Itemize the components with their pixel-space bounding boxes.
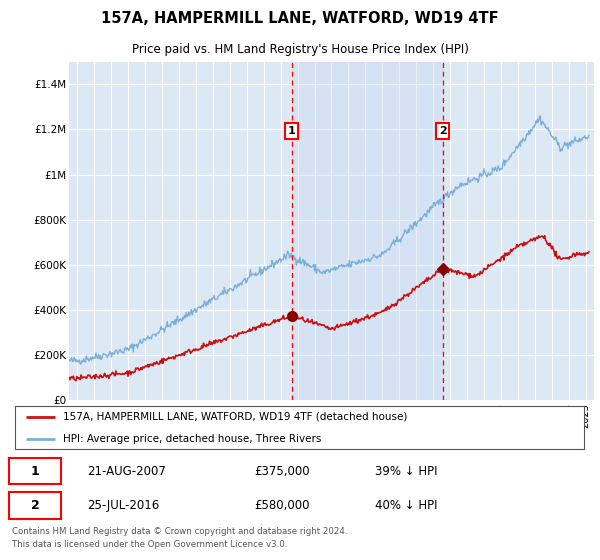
FancyBboxPatch shape [9, 492, 61, 519]
FancyBboxPatch shape [9, 458, 61, 484]
Text: 157A, HAMPERMILL LANE, WATFORD, WD19 4TF: 157A, HAMPERMILL LANE, WATFORD, WD19 4TF [101, 11, 499, 26]
Text: Contains HM Land Registry data © Crown copyright and database right 2024.
This d: Contains HM Land Registry data © Crown c… [12, 527, 347, 548]
Text: £580,000: £580,000 [254, 499, 310, 512]
Text: 1: 1 [31, 465, 40, 478]
Text: 2: 2 [31, 499, 40, 512]
Text: 157A, HAMPERMILL LANE, WATFORD, WD19 4TF (detached house): 157A, HAMPERMILL LANE, WATFORD, WD19 4TF… [62, 412, 407, 422]
Text: 40% ↓ HPI: 40% ↓ HPI [375, 499, 437, 512]
Bar [292, 62, 443, 400]
Text: 2: 2 [439, 126, 446, 136]
Text: HPI: Average price, detached house, Three Rivers: HPI: Average price, detached house, Thre… [62, 434, 321, 444]
Text: 39% ↓ HPI: 39% ↓ HPI [375, 465, 437, 478]
Text: 25-JUL-2016: 25-JUL-2016 [87, 499, 159, 512]
Text: £375,000: £375,000 [254, 465, 310, 478]
Text: Price paid vs. HM Land Registry's House Price Index (HPI): Price paid vs. HM Land Registry's House … [131, 43, 469, 56]
Text: 21-AUG-2007: 21-AUG-2007 [87, 465, 166, 478]
Text: 1: 1 [287, 126, 295, 136]
